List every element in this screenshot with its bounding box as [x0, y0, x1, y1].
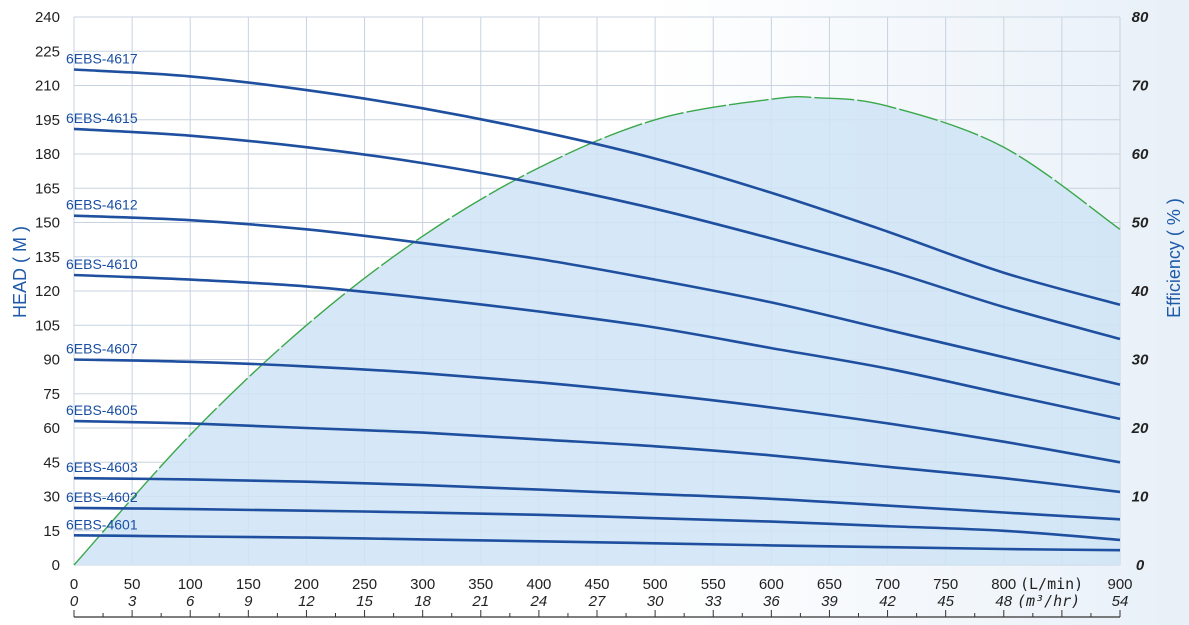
head-curve-6ebs-4617 — [73, 68, 1121, 306]
x-tick-label-secondary: 39 — [821, 593, 838, 610]
y2-tick-label: 60 — [1132, 146, 1149, 163]
head-curve-6ebs-4615 — [73, 127, 1121, 341]
x-tick-label-secondary: 27 — [588, 593, 606, 610]
x-tick-label-secondary: 54 — [1112, 593, 1129, 610]
series-label: 6EBS-4615 — [66, 110, 138, 126]
y-tick-label: 60 — [43, 420, 60, 437]
y-tick-label: 15 — [43, 523, 60, 540]
x-tick-label-primary: 500 — [643, 576, 668, 593]
series-labels: 6EBS-4617 6EBS-4615 6EBS-4612 6EBS-4610 6EBS… — [66, 51, 138, 533]
series-label: 6EBS-4612 — [66, 197, 138, 213]
y2-tick-label: 50 — [1132, 215, 1149, 232]
x-tick-label-secondary: 0 — [70, 593, 79, 610]
head-curve-6ebs-4605 — [73, 419, 1121, 494]
x-tick-label-primary: 550 — [701, 576, 726, 593]
x-tick-label-primary: 700 — [875, 576, 900, 593]
y2-tick-label: 0 — [1136, 557, 1145, 574]
efficiency-fill — [74, 96, 1120, 565]
y-axis-title: HEAD ( M ) — [10, 226, 30, 318]
axes: 0153045607590105120135150165180195210225… — [35, 9, 1149, 618]
y-tick-label: 150 — [35, 215, 60, 232]
x-tick-label-secondary: 42 — [879, 593, 896, 610]
head-curve-6ebs-4603 — [73, 476, 1121, 521]
x-tick-label-primary: 800 — [991, 576, 1016, 593]
x-tick-label-secondary: 24 — [530, 593, 548, 610]
x-tick-label-secondary: 45 — [937, 593, 954, 610]
x-tick-label-secondary: 33 — [705, 593, 722, 610]
y-tick-label: 135 — [35, 249, 60, 266]
head-curve-6ebs-4612 — [73, 214, 1121, 386]
x-tick-label-primary: 450 — [584, 576, 609, 593]
y-tick-label: 165 — [35, 180, 60, 197]
x-tick-label-secondary: 12 — [298, 593, 315, 610]
x-tick-label-secondary: 36 — [763, 593, 780, 610]
x-tick-label-secondary: 30 — [647, 593, 664, 610]
x-tick-label-primary: 100 — [178, 576, 203, 593]
x-tick-label-secondary: 3 — [128, 593, 137, 610]
x-tick-label-secondary: 21 — [471, 593, 489, 610]
y-tick-label: 75 — [43, 386, 60, 403]
head-curve-6ebs-4607 — [73, 358, 1121, 464]
x-tick-label-primary: 350 — [468, 576, 493, 593]
x-tick-label-primary: 750 — [933, 576, 958, 593]
x-tick-label-primary: 200 — [294, 576, 319, 593]
y-tick-label: 45 — [43, 454, 60, 471]
x-tick-label-secondary: 48 — [995, 593, 1012, 610]
x-tick-label-primary: 300 — [410, 576, 435, 593]
series-label: 6EBS-4607 — [66, 341, 138, 357]
x-tick-label-secondary: 15 — [356, 593, 373, 610]
x-tick-label-primary: 600 — [759, 576, 784, 593]
x-tick-label-secondary: 18 — [414, 593, 431, 610]
y-tick-label: 210 — [35, 78, 60, 95]
efficiency-area — [73, 96, 1121, 566]
y-tick-label: 120 — [35, 283, 60, 300]
series-label: 6EBS-4617 — [66, 51, 138, 67]
y2-tick-label: 30 — [1132, 352, 1149, 369]
series-label: 6EBS-4610 — [66, 256, 138, 272]
x-tick-label-primary: 400 — [526, 576, 551, 593]
series-label: 6EBS-4602 — [66, 489, 138, 505]
x-tick-label-primary: 150 — [236, 576, 261, 593]
series-label: 6EBS-4603 — [66, 459, 138, 475]
series-label: 6EBS-4601 — [66, 516, 138, 532]
x-tick-label-secondary: 9 — [244, 593, 253, 610]
y-tick-label: 240 — [35, 9, 60, 26]
y2-tick-label: 80 — [1132, 9, 1149, 26]
y2-axis-title: Efficiency ( % ) — [1164, 198, 1184, 318]
y2-tick-label: 10 — [1132, 489, 1149, 506]
efficiency-line — [73, 96, 1121, 566]
x-tick-label-secondary: 6 — [186, 593, 195, 610]
x-tick-label-primary: 250 — [352, 576, 377, 593]
y-tick-label: 105 — [35, 317, 60, 334]
x-tick-label-primary: 0 — [70, 576, 78, 593]
x-unit-primary: (L/min) — [1020, 575, 1083, 593]
series-label: 6EBS-4605 — [66, 402, 138, 418]
y-tick-label: 195 — [35, 112, 60, 129]
x-tick-label-primary: 50 — [124, 576, 141, 593]
x-unit-secondary: (m³/hr) — [1017, 592, 1080, 610]
y2-tick-label: 20 — [1131, 420, 1149, 437]
head-curve-6ebs-4601 — [73, 534, 1121, 552]
x-tick-label-primary: 650 — [817, 576, 842, 593]
y2-tick-label: 70 — [1132, 78, 1149, 95]
y-tick-label: 30 — [43, 489, 60, 506]
y2-tick-label: 40 — [1131, 283, 1149, 300]
y-tick-label: 90 — [43, 352, 60, 369]
head-curves — [73, 68, 1121, 552]
head-curve-6ebs-4602 — [73, 506, 1121, 542]
x-tick-label-primary: 900 — [1107, 576, 1132, 593]
y-tick-label: 0 — [52, 557, 60, 574]
y-tick-label: 180 — [35, 146, 60, 163]
y-tick-label: 225 — [35, 43, 60, 60]
head-curve-6ebs-4610 — [73, 273, 1121, 421]
